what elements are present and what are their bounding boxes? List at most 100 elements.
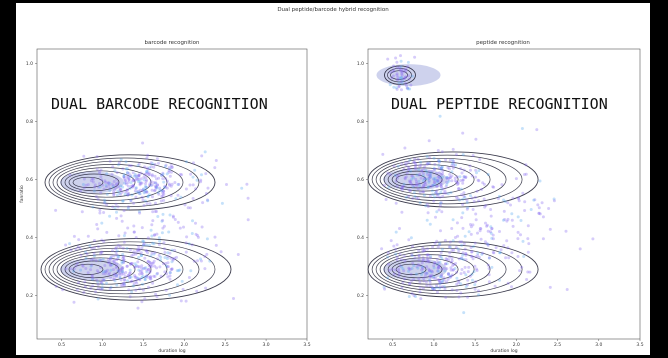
peptide-scatter-point [446,277,450,281]
peptide-scatter-point [418,201,422,205]
barcode-scatter-point [119,283,123,287]
barcode-scatter-point [138,278,142,282]
peptide-scatter-point [404,68,408,72]
peptide-scatter-point [451,147,455,151]
barcode-scatter-point [119,214,123,218]
peptide-scatter-point [455,183,459,186]
barcode-scatter-point [149,254,153,258]
peptide-scatter-point [424,204,428,208]
peptide-scatter-point [408,179,411,183]
barcode-contour-ring [40,238,232,301]
barcode-scatter-point [104,184,108,187]
peptide-scatter-point [448,158,452,162]
peptide-scatter-point [427,278,431,282]
barcode-scatter-point [129,174,133,178]
peptide-scatter-point [538,212,542,216]
peptide-scatter-point [419,297,423,301]
peptide-scatter-point [433,162,437,166]
peptide-scatter-point [446,180,450,184]
barcode-scatter-point [201,201,205,205]
peptide-scatter-point [461,197,465,201]
barcode-scatter-point [143,190,147,194]
barcode-scatter-point [143,188,147,192]
barcode-scatter-point [151,261,155,265]
barcode-scatter-point [80,210,84,214]
peptide-scatter-point [471,223,475,227]
peptide-scatter-point [390,267,394,271]
barcode-scatter-point [116,181,120,185]
peptide-scatter-point [422,177,426,181]
barcode-scatter-point [126,205,130,209]
barcode-scatter-point [191,175,195,179]
peptide-scatter-point [470,272,474,276]
barcode-scatter-point [185,235,189,239]
barcode-scatter-point [141,274,145,278]
barcode-scatter-point [139,181,143,185]
barcode-scatter-point [137,192,141,196]
peptide-scatter-point [427,180,431,184]
barcode-scatter-point [153,264,157,268]
peptide-scatter-point [438,159,442,163]
barcode-scatter-point [102,278,106,282]
peptide-scatter-point [397,66,401,70]
barcode-scatter-point [133,179,136,183]
peptide-scatter-point [455,195,458,199]
barcode-scatter-point [121,167,125,171]
barcode-scatter-point [121,266,125,270]
peptide-scatter-point [403,259,407,263]
peptide-scatter-point [418,264,422,267]
barcode-scatter-point [136,180,140,183]
barcode-scatter-point [131,171,135,175]
peptide-scatter-point [399,59,403,63]
barcode-scatter-point [134,174,138,178]
barcode-scatter-point [203,255,207,258]
barcode-scatter-point [122,261,126,265]
peptide-scatter-point [426,205,430,208]
peptide-scatter-point [432,275,435,279]
peptide-scatter-point [517,199,521,203]
peptide-scatter-point [416,157,420,161]
peptide-scatter-point [444,257,448,261]
peptide-scatter-point [430,269,433,273]
peptide-scatter-point [401,77,405,81]
peptide-scatter-point [511,224,515,228]
barcode-scatter-point [136,164,140,167]
barcode-scatter-point [160,173,164,177]
peptide-scatter-point [437,264,441,268]
peptide-contour-ring [390,70,408,80]
barcode-scatter-point [96,297,100,301]
peptide-scatter-point [435,184,439,188]
peptide-scatter-point [394,86,398,90]
peptide-scatter-point [522,255,526,258]
barcode-scatter-point [159,255,163,259]
barcode-scatter-point [149,165,153,169]
barcode-scatter-point [194,187,198,191]
barcode-scatter-point [77,238,81,242]
barcode-scatter-point [130,185,134,189]
peptide-scatter-point [433,178,437,182]
barcode-scatter-point [190,232,194,235]
peptide-scatter-point [521,191,525,195]
barcode-scatter-point [79,189,83,193]
peptide-scatter-point [483,205,487,209]
peptide-scatter-point [471,154,475,157]
barcode-scatter-point [156,257,160,261]
peptide-scatter-point [384,198,388,201]
peptide-scatter-point [477,255,481,259]
peptide-scatter-point [490,236,494,240]
peptide-scatter-point [439,201,442,205]
barcode-y-axis-label: fanratio [19,185,25,203]
barcode-scatter-point [96,280,100,284]
barcode-scatter-point [108,187,112,190]
barcode-x-tick-label: 3.0 [263,342,270,348]
peptide-scatter-point [578,247,582,251]
peptide-scatter-point [437,278,441,282]
barcode-scatter-point [133,262,137,266]
peptide-scatter-point [437,208,441,212]
peptide-x-tick-label: 3.5 [636,342,643,348]
peptide-scatter-point [422,184,426,188]
peptide-scatter-point [439,185,443,189]
barcode-scatter-point [246,196,250,200]
peptide-scatter-point [422,190,426,194]
barcode-scatter-point [101,257,105,261]
